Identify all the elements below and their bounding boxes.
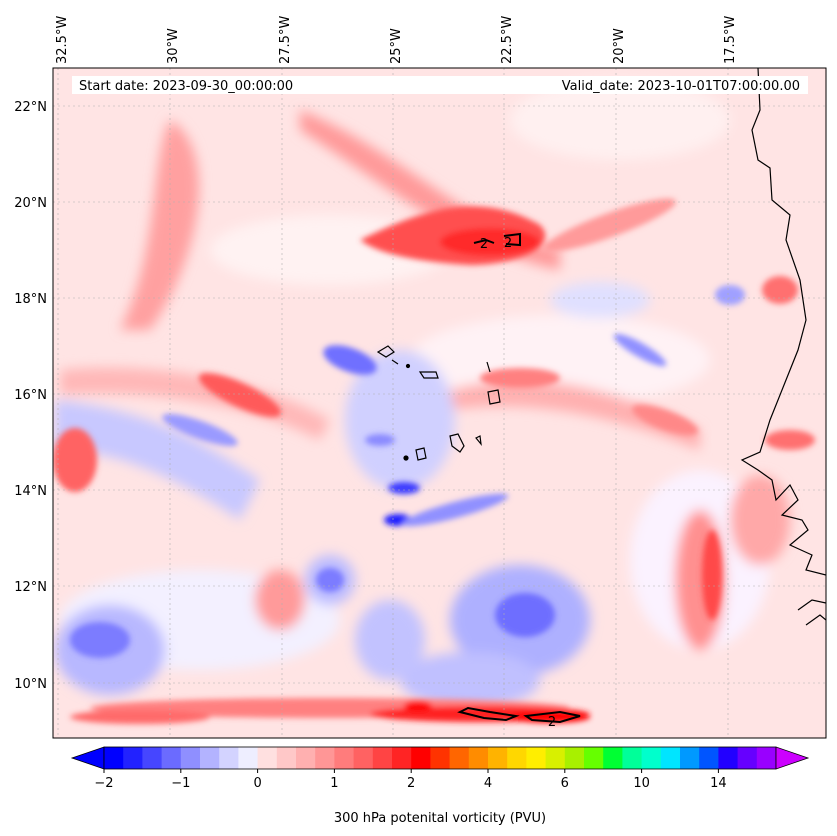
contour-label: 2 xyxy=(548,715,556,730)
valid-date-text: Valid_date: 2023-10-01T07:00:00.00 xyxy=(562,79,800,94)
colorbar-cell xyxy=(564,747,585,769)
colorbar-cell xyxy=(353,747,374,769)
colorbar-cell xyxy=(468,747,489,769)
colorbar-cell xyxy=(411,747,431,769)
contour-labels: 2 2 2 xyxy=(480,236,556,730)
lon-label: 17.5°W xyxy=(723,16,738,64)
lat-label: 20°N xyxy=(14,196,47,211)
lat-label: 22°N xyxy=(14,100,47,115)
contour-label: 2 xyxy=(504,236,512,251)
colorbar-cell xyxy=(507,747,527,769)
colorbar-cell xyxy=(718,747,739,769)
contour-label: 2 xyxy=(480,237,488,252)
colorbar-cell xyxy=(603,747,623,769)
colorbar-cell xyxy=(180,747,201,769)
colorbar-cell xyxy=(526,747,547,769)
lon-label: 22.5°W xyxy=(500,16,515,64)
colorbar-cell xyxy=(142,747,163,769)
colorbar-cell xyxy=(449,747,470,769)
colorbar-cell xyxy=(104,747,124,769)
colorbar-cell xyxy=(123,747,143,769)
colorbar-tick-label: 0 xyxy=(253,776,261,791)
colorbar-extend-high xyxy=(775,746,810,770)
colorbar-tick-label: 14 xyxy=(710,776,727,791)
lon-label: 25°W xyxy=(389,28,404,64)
colorbar-cell xyxy=(161,747,182,769)
colorbar-cell xyxy=(641,747,662,769)
lat-label: 18°N xyxy=(14,292,47,307)
latitude-labels: 22°N 20°N 18°N 16°N 14°N 12°N 10°N xyxy=(14,100,47,692)
lat-label: 10°N xyxy=(14,677,47,692)
colorbar-cell xyxy=(488,747,508,769)
colorbar-tick-label: −2 xyxy=(94,776,113,791)
lon-label: 27.5°W xyxy=(278,16,293,64)
colorbar-cell xyxy=(584,747,604,769)
lat-label: 12°N xyxy=(14,580,47,595)
colorbar-tick-label: 2 xyxy=(407,776,415,791)
colorbar-tick-label: −1 xyxy=(171,776,190,791)
map-frame xyxy=(52,67,827,739)
lat-label: 16°N xyxy=(14,388,47,403)
colorbar-title: 300 hPa potenital vorticity (PVU) xyxy=(334,811,546,826)
colorbar-tick-label: 6 xyxy=(561,776,569,791)
colorbar-cell xyxy=(622,747,643,769)
lon-label: 30°W xyxy=(166,28,181,64)
colorbar-cells xyxy=(103,746,777,770)
colorbar-cell xyxy=(699,747,719,769)
longitude-labels: 32.5°W 30°W 27.5°W 25°W 22.5°W 20°W 17.5… xyxy=(55,16,738,64)
lon-label: 20°W xyxy=(612,28,627,64)
colorbar-cell xyxy=(430,747,451,769)
lat-label: 14°N xyxy=(14,484,47,499)
colorbar-cell xyxy=(334,747,355,769)
colorbar-cell xyxy=(257,747,278,769)
colorbar-cell xyxy=(276,747,297,769)
lon-label: 32.5°W xyxy=(55,16,70,64)
pv-2-contours xyxy=(457,232,581,724)
colorbar-cell xyxy=(660,747,681,769)
colorbar-cell xyxy=(296,747,316,769)
islands xyxy=(376,345,501,461)
colorbar-cell xyxy=(737,747,758,769)
colorbar-tick-label: 1 xyxy=(330,776,338,791)
colorbar-cell xyxy=(756,747,777,769)
colorbar: −2 −1 0 1 2 4 6 10 14 300 hPa potenital vorticit… xyxy=(70,746,810,826)
coastline xyxy=(740,68,826,626)
colorbar-cell xyxy=(219,747,239,769)
colorbar-cell xyxy=(200,747,220,769)
colorbar-cell xyxy=(315,747,335,769)
colorbar-cell xyxy=(545,747,566,769)
date-banner xyxy=(72,76,808,94)
colorbar-cell xyxy=(680,747,700,769)
colorbar-tick-label: 10 xyxy=(633,776,650,791)
colorbar-cell xyxy=(372,747,393,769)
colorbar-ticks: −2 −1 0 1 2 4 6 10 14 xyxy=(94,769,727,791)
colorbar-cell xyxy=(392,747,412,769)
graticule xyxy=(53,68,826,738)
colorbar-extend-low xyxy=(70,746,105,770)
pv-field: 2 2 2 xyxy=(53,68,826,738)
start-date-text: Start date: 2023-09-30_00:00:00 xyxy=(79,79,293,94)
colorbar-tick-label: 4 xyxy=(484,776,492,791)
colorbar-cell xyxy=(238,747,259,769)
